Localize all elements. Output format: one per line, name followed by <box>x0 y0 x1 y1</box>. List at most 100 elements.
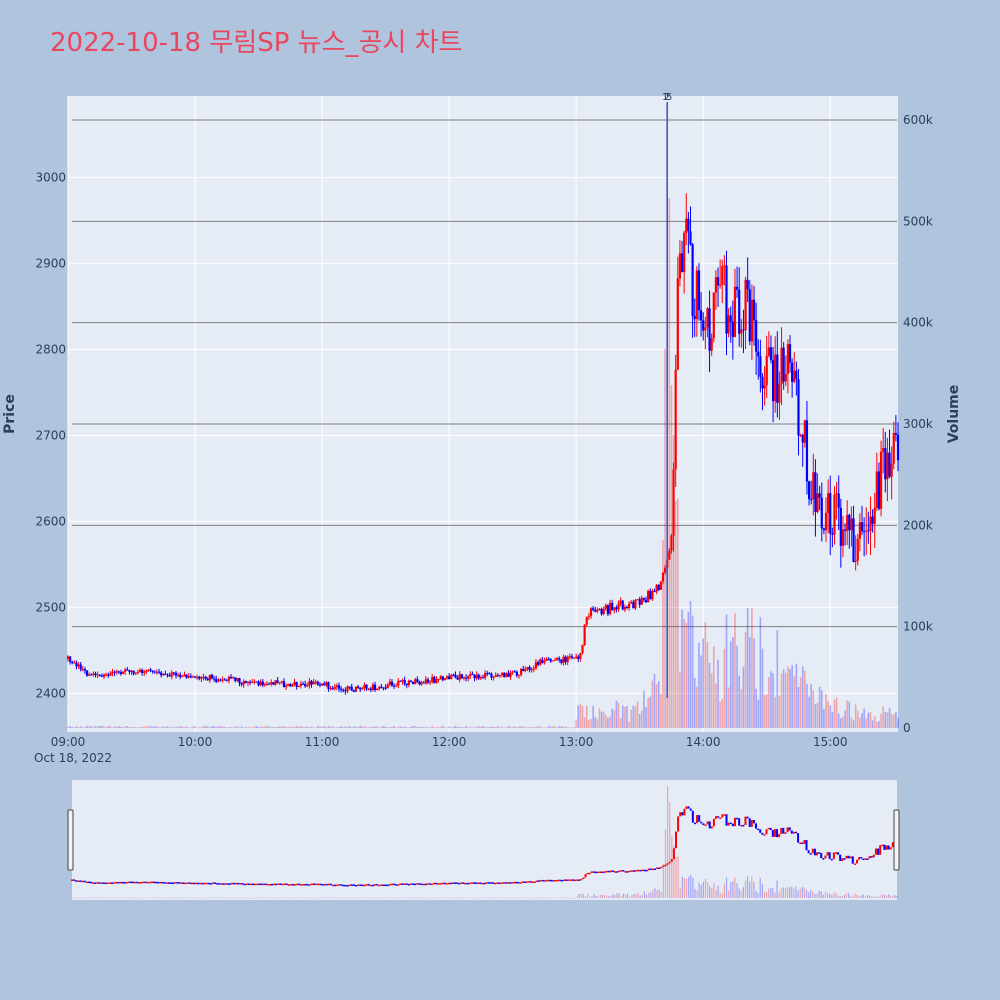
candle-body <box>157 671 161 673</box>
range-candle <box>729 822 732 825</box>
range-candle <box>411 883 414 885</box>
range-candle <box>254 883 257 886</box>
range-volume-bar <box>757 892 759 898</box>
range-candle <box>302 883 305 886</box>
volume-bar <box>649 696 652 728</box>
range-volume-bar <box>424 897 427 899</box>
volume-bar <box>791 665 793 728</box>
volume-bar <box>681 609 683 728</box>
range-candle <box>658 867 661 869</box>
range-slider-left-handle[interactable] <box>67 809 74 871</box>
volume-bar <box>662 539 664 728</box>
range-volume-bar <box>208 897 210 899</box>
range-volume-bar <box>572 897 574 899</box>
range-candle <box>685 806 688 809</box>
range-volume-bar <box>439 897 441 899</box>
volume-bar <box>346 726 349 728</box>
volume-bar <box>789 669 791 728</box>
candle-body <box>464 677 468 679</box>
range-volume-bar <box>412 897 414 899</box>
range-volume-bar <box>782 887 784 898</box>
candle-body <box>467 675 470 679</box>
range-candle <box>81 880 84 883</box>
range-volume-bar <box>363 897 366 899</box>
volume-bar <box>340 725 342 728</box>
range-slider[interactable] <box>72 780 897 900</box>
range-candle <box>443 882 446 885</box>
range-candle <box>327 883 330 886</box>
range-candle <box>262 883 265 886</box>
volume-bar <box>772 673 774 728</box>
range-candle <box>422 883 425 886</box>
volume-bar <box>556 727 558 728</box>
range-candle <box>885 845 888 850</box>
range-volume-bar <box>134 897 136 899</box>
candle-body <box>791 362 794 382</box>
candle-body <box>390 681 394 686</box>
range-volume-bar <box>620 896 622 898</box>
range-candle <box>881 844 884 847</box>
range-candle <box>207 882 210 885</box>
candle-body <box>121 671 125 674</box>
range-volume-bar <box>862 894 864 898</box>
volume-bar <box>594 717 597 728</box>
range-volume-bar <box>633 893 635 898</box>
candle-body <box>714 277 718 293</box>
volume-bar <box>391 726 393 728</box>
candle-body <box>363 684 366 689</box>
candle-body <box>132 670 135 674</box>
range-volume-bar <box>170 897 172 899</box>
range-candle <box>85 881 88 884</box>
range-volume-bar <box>107 897 109 899</box>
range-volume-bar <box>528 897 530 899</box>
volume-bar <box>412 725 414 728</box>
range-volume-bar <box>551 897 553 899</box>
candle-body <box>117 671 120 673</box>
volume-bar <box>295 726 298 728</box>
volume-bar <box>79 726 82 728</box>
range-candle <box>87 881 90 884</box>
range-candle <box>395 884 398 886</box>
candle-body <box>505 673 508 677</box>
range-candle <box>243 883 246 886</box>
range-candle <box>424 883 427 886</box>
volume-bar <box>69 726 71 728</box>
volume-bar <box>641 710 643 728</box>
candle-body <box>352 690 355 692</box>
range-volume-bar <box>749 881 751 898</box>
range-candle <box>546 879 549 882</box>
range-volume-bar <box>831 895 833 898</box>
candle-body <box>348 686 351 688</box>
volume-bar <box>325 726 328 728</box>
range-volume-bar <box>84 897 86 899</box>
volume-bar <box>712 646 715 728</box>
range-volume-bar <box>145 897 147 899</box>
range-candle <box>300 884 303 886</box>
candle-body <box>242 681 245 685</box>
range-candle <box>828 852 831 859</box>
candle-body <box>141 669 144 673</box>
range-candle <box>313 883 316 886</box>
range-volume-bar <box>431 897 433 899</box>
range-candle <box>125 881 128 884</box>
range-slider-right-handle[interactable] <box>893 809 900 871</box>
candle-body <box>551 660 554 662</box>
volume-bar <box>867 712 870 728</box>
range-candle <box>607 870 610 873</box>
candle-body <box>200 677 203 679</box>
volume-bar <box>206 726 209 728</box>
volume-bar <box>801 666 804 728</box>
range-volume-bar <box>637 893 639 898</box>
candle-body <box>100 675 103 677</box>
range-volume-bar <box>403 897 406 899</box>
candle-body <box>297 685 300 687</box>
candle-body <box>896 434 900 461</box>
range-volume-bar <box>132 897 134 899</box>
range-candle <box>717 816 720 818</box>
volume-bar <box>312 727 315 728</box>
range-candle <box>334 884 337 887</box>
volume-bar <box>297 726 300 728</box>
range-volume-bar <box>216 897 218 899</box>
candle-body <box>587 616 590 618</box>
range-volume-bar <box>410 897 412 899</box>
